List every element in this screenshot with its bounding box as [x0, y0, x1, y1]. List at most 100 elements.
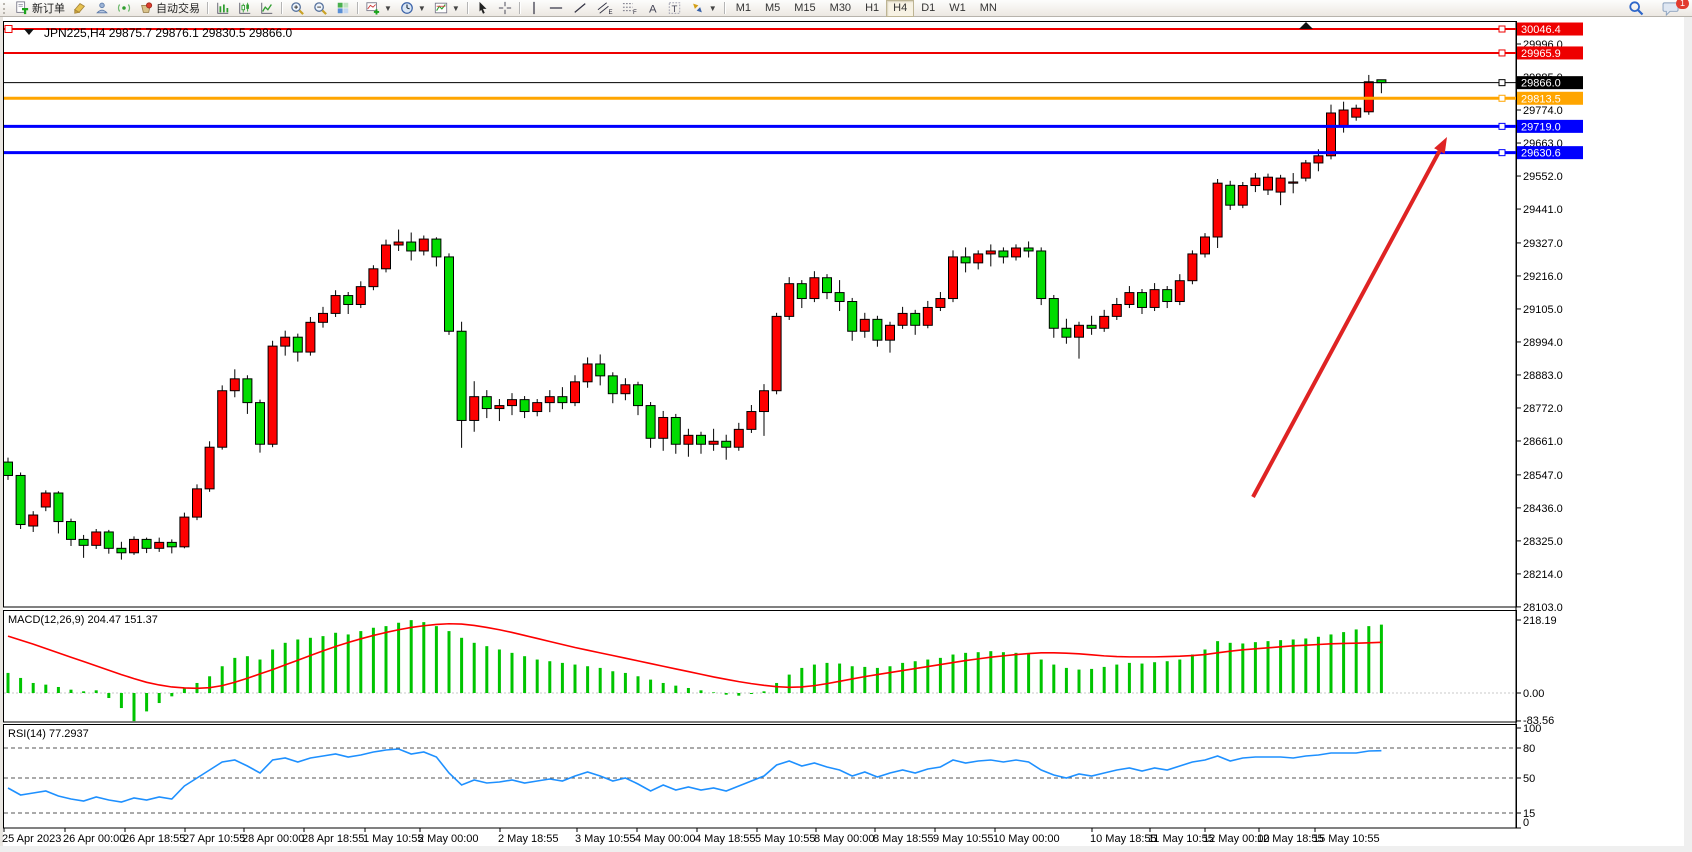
line-chart-button[interactable]: [256, 1, 278, 16]
main-pane[interactable]: [3, 21, 1517, 608]
candle: [1275, 177, 1286, 193]
candle: [1351, 107, 1362, 118]
trend-arrow-head[interactable]: [1434, 137, 1447, 154]
svg-text:E: E: [608, 9, 612, 15]
candle: [633, 384, 643, 407]
macd-pane[interactable]: [3, 610, 1517, 723]
channel-button[interactable]: E: [592, 1, 617, 16]
trend-arrow-object[interactable]: [1251, 150, 1442, 498]
vertical-line-button[interactable]: [524, 1, 544, 16]
timeframe-h4-button[interactable]: H4: [886, 0, 915, 17]
periods-icon: [400, 1, 414, 15]
candle: [557, 396, 568, 404]
time-axis-label: 9 May 10:55: [933, 833, 994, 845]
zoom-out-button[interactable]: [309, 1, 332, 16]
candle: [1237, 185, 1248, 206]
arrows-button[interactable]: ▼: [686, 1, 721, 16]
candle: [28, 514, 39, 527]
zoom-out-icon: [313, 1, 328, 16]
profile-button[interactable]: [91, 1, 113, 16]
toolbar: 新订单 自动交易 ▼ ▼ ▼: [0, 0, 1692, 17]
line-handle[interactable]: [1498, 149, 1506, 157]
line-handle[interactable]: [1498, 49, 1506, 57]
timeframe-m1-button[interactable]: M1: [735, 1, 751, 14]
candle: [1225, 184, 1236, 206]
symbol-dropdown-icon[interactable]: [24, 29, 34, 35]
macd-signal-line: [7, 622, 1382, 690]
auto-trading-label: 自动交易: [156, 3, 200, 15]
candle: [1187, 253, 1198, 282]
templates-button[interactable]: ▼: [430, 1, 464, 16]
candle: [620, 384, 631, 395]
candle: [998, 250, 1009, 258]
crosshair-button[interactable]: [494, 1, 516, 16]
price-tick-label: 29774.0: [1523, 105, 1563, 117]
candle: [229, 378, 240, 392]
candle: [771, 315, 782, 392]
candle: [431, 238, 442, 258]
fibonacci-button[interactable]: F: [617, 1, 642, 16]
candle: [355, 286, 366, 305]
candle: [53, 492, 64, 523]
line-handle[interactable]: [1498, 122, 1506, 130]
candle: [1036, 250, 1047, 300]
timeframe-d1-button[interactable]: D1: [921, 1, 936, 14]
timeframe-w1-button[interactable]: W1: [949, 1, 966, 14]
price-line-badge-label: 29866.0: [1521, 78, 1561, 90]
trendline-button[interactable]: [568, 1, 592, 16]
styles-button[interactable]: [69, 1, 91, 16]
price-line-badge: [1517, 146, 1583, 160]
candle: [406, 241, 417, 252]
rsi-pane[interactable]: [3, 724, 1517, 829]
signals-button[interactable]: [113, 1, 135, 16]
time-axis-label: 3 May 10:55: [575, 833, 636, 845]
line-handle[interactable]: [1498, 94, 1506, 102]
indicators-button[interactable]: ▼: [362, 1, 396, 16]
chart-title: JPN225,H4 29875.7 29876.1 29830.5 29866.…: [44, 26, 293, 40]
toolbar-grip[interactable]: [3, 2, 8, 14]
candle: [973, 253, 984, 264]
text-button[interactable]: A: [642, 1, 663, 16]
svg-text:F: F: [633, 9, 637, 15]
text-label-button[interactable]: T: [663, 1, 686, 16]
chevron-down-icon: ▼: [384, 3, 392, 13]
timeframe-mn-button[interactable]: MN: [979, 1, 997, 14]
horizontal-line-button[interactable]: [544, 1, 568, 16]
candle: [809, 277, 820, 300]
bar-chart-button[interactable]: [212, 1, 234, 16]
line-handle[interactable]: [1498, 79, 1506, 87]
candle: [670, 416, 681, 445]
notification-badge[interactable]: 1: [1676, 0, 1689, 9]
new-order-button[interactable]: 新订单: [11, 1, 69, 16]
timeframe-h1-button[interactable]: H1: [865, 1, 880, 14]
price-line-badge: [1517, 119, 1583, 133]
candle: [1061, 327, 1072, 338]
time-axis-label: 10 May 00:00: [993, 833, 1060, 845]
chart-shift-marker[interactable]: [1299, 22, 1313, 29]
timeframe-m15-button[interactable]: M15: [794, 1, 816, 14]
timeframe-m30-button[interactable]: M30: [829, 1, 852, 14]
tile-windows-button[interactable]: [332, 1, 354, 16]
price-tick-label: 28547.0: [1523, 470, 1563, 482]
periods-button[interactable]: ▼: [396, 1, 430, 16]
time-axis-label: 26 Apr 00:00: [63, 833, 125, 845]
candle: [204, 446, 215, 490]
candle: [1174, 280, 1185, 303]
line-handle[interactable]: [1498, 25, 1506, 33]
candle: [1011, 247, 1021, 258]
candle: [40, 492, 51, 508]
search-button[interactable]: [1624, 1, 1648, 16]
chart-area[interactable]: 29996.029885.029774.029663.029552.029441…: [0, 17, 1692, 852]
candle: [1137, 292, 1147, 308]
candle: [607, 375, 618, 395]
line-handle[interactable]: [4, 25, 13, 34]
candle: [1048, 298, 1059, 329]
cursor-button[interactable]: [472, 1, 494, 16]
auto-trading-button[interactable]: 自动交易: [135, 1, 204, 16]
price-line-badge-label: 29719.0: [1521, 121, 1561, 133]
zoom-in-button[interactable]: [286, 1, 309, 16]
time-axis-label: 28 Apr 18:55: [302, 833, 364, 845]
candle: [1338, 109, 1349, 128]
timeframe-m5-button[interactable]: M5: [764, 1, 781, 14]
candlestick-chart-button[interactable]: [234, 1, 256, 16]
